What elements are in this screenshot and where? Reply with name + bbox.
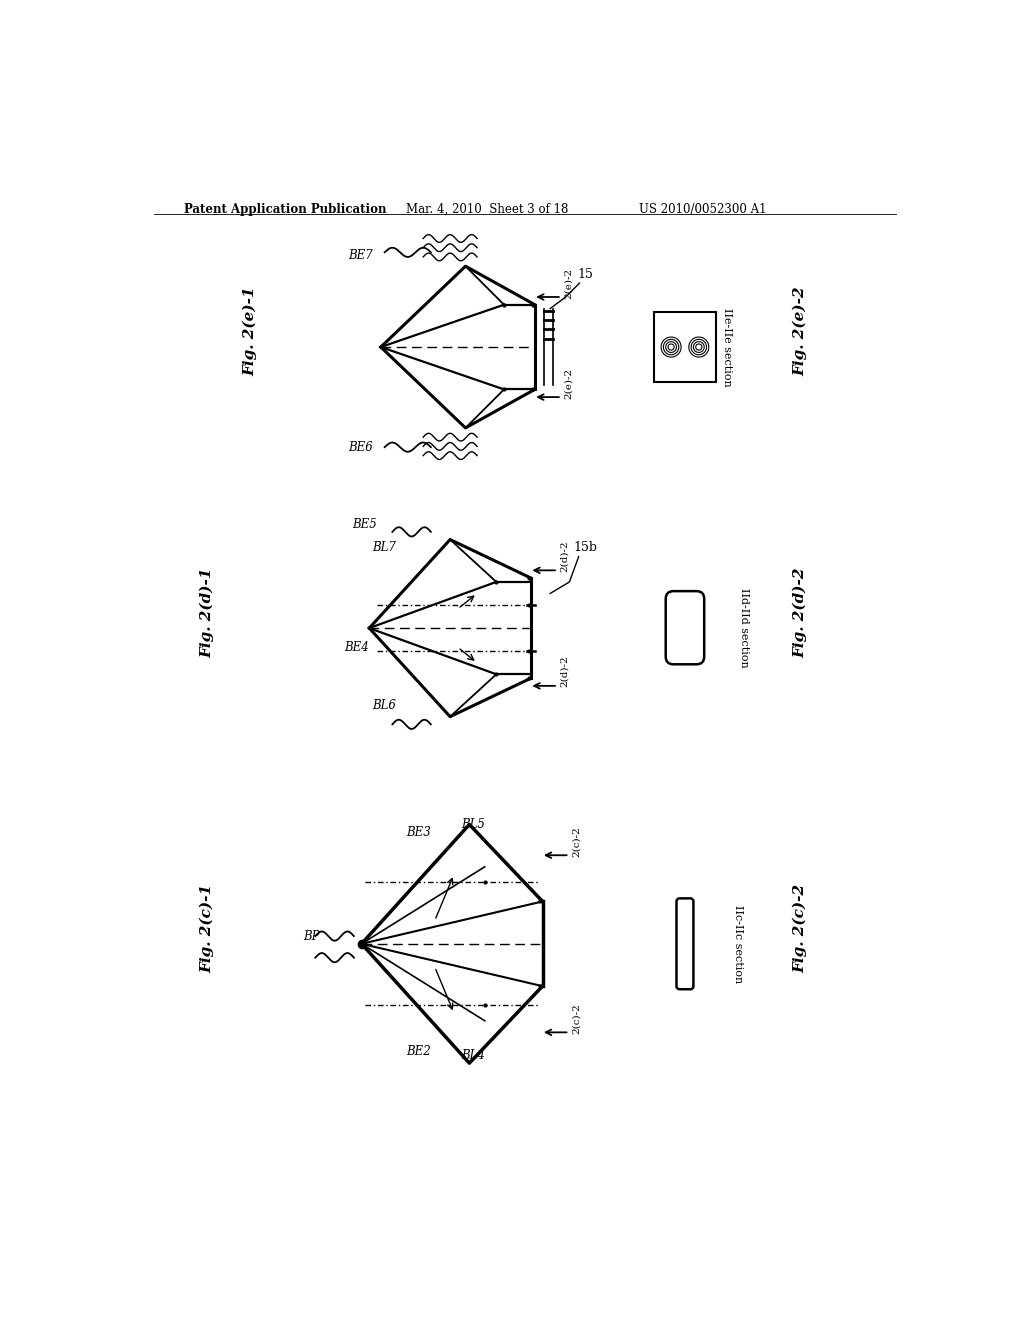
Text: BE2: BE2 [407, 1045, 431, 1059]
Text: 2(d)-2: 2(d)-2 [560, 540, 569, 572]
Text: BL7: BL7 [373, 541, 396, 554]
Text: IId-IId section: IId-IId section [739, 589, 749, 668]
Text: BL4: BL4 [462, 1049, 485, 1063]
Text: Fig. 2(d)-1: Fig. 2(d)-1 [201, 568, 215, 657]
Text: BE5: BE5 [352, 517, 377, 531]
Text: BE3: BE3 [407, 826, 431, 840]
Text: IIc-IIc section: IIc-IIc section [733, 904, 742, 983]
Text: 2(c)-2: 2(c)-2 [571, 1003, 581, 1034]
Text: 15b: 15b [573, 541, 597, 554]
Text: BE6: BE6 [348, 441, 373, 454]
Text: BE7: BE7 [348, 248, 373, 261]
Text: Fig. 2(e)-2: Fig. 2(e)-2 [794, 286, 808, 376]
Text: Fig. 2(c)-2: Fig. 2(c)-2 [794, 884, 808, 973]
Text: Fig. 2(e)-1: Fig. 2(e)-1 [243, 286, 257, 376]
Text: Mar. 4, 2010  Sheet 3 of 18: Mar. 4, 2010 Sheet 3 of 18 [407, 203, 568, 216]
Text: Patent Application Publication: Patent Application Publication [184, 203, 387, 216]
Text: 15: 15 [578, 268, 593, 281]
Text: US 2010/0052300 A1: US 2010/0052300 A1 [639, 203, 766, 216]
Text: IIe-IIe section: IIe-IIe section [722, 308, 732, 387]
Text: Fig. 2(d)-2: Fig. 2(d)-2 [794, 568, 808, 657]
Text: 2(c)-2: 2(c)-2 [571, 826, 581, 857]
Text: BP: BP [303, 931, 319, 942]
Text: 2(e)-2: 2(e)-2 [564, 268, 573, 298]
Text: BE4: BE4 [344, 642, 370, 655]
Text: 2(d)-2: 2(d)-2 [560, 656, 569, 688]
Text: Fig. 2(c)-1: Fig. 2(c)-1 [201, 884, 215, 973]
Text: 2(e)-2: 2(e)-2 [564, 367, 573, 399]
Text: BL6: BL6 [373, 700, 396, 711]
Text: BL5: BL5 [462, 818, 485, 832]
